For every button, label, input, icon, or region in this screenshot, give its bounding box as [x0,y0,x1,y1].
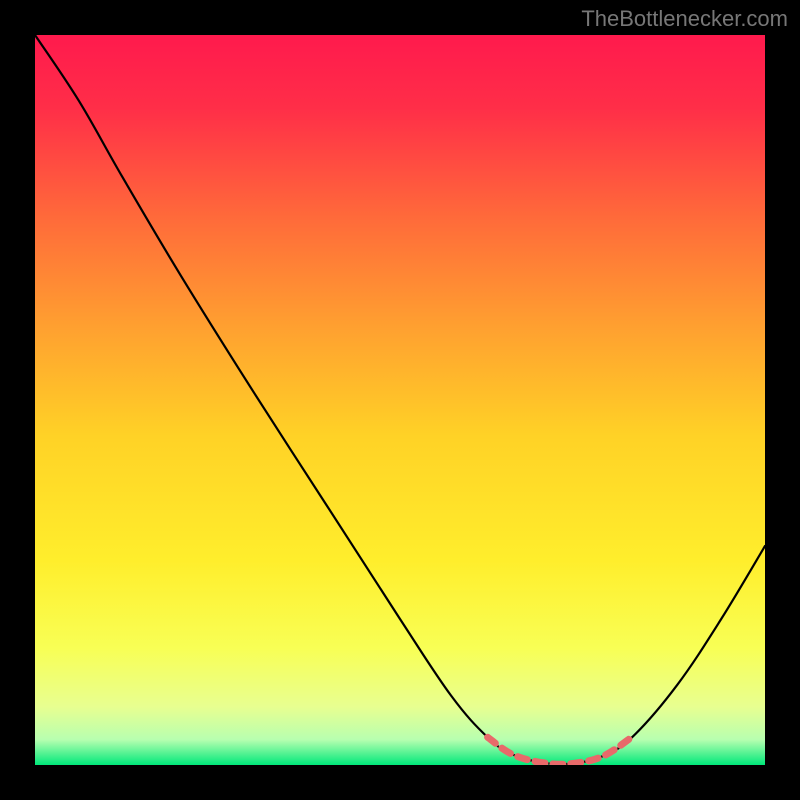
gradient-fill [35,35,765,765]
plot-area [35,35,765,765]
watermark-text: TheBottlenecker.com [581,6,788,32]
chart-container: TheBottlenecker.com [0,0,800,800]
chart-svg [35,35,765,765]
